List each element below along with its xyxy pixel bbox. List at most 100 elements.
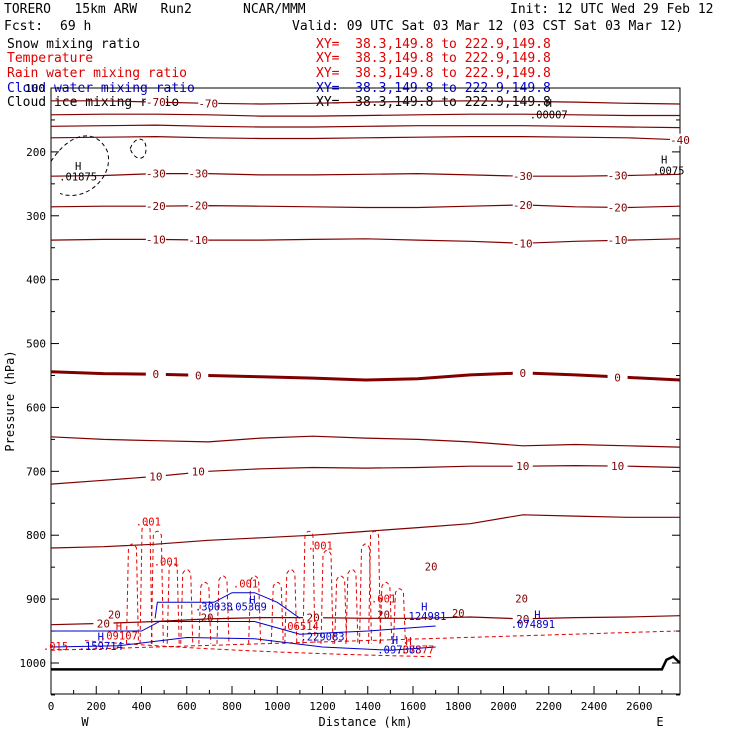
y-tick-label: 700 [26,465,46,478]
legend-xy-cloud-ice: XY= 38.3,149.8 to 222.9,149.8 [316,95,551,110]
rain-water-contour [379,581,393,644]
plot-annotation: .001 [154,556,179,568]
y-axis-title: Pressure (hPa) [3,350,17,451]
rain-water-contour [345,569,359,644]
x-tick-label: 200 [86,700,106,713]
y-tick-label: 300 [26,210,46,223]
rain-water-contour [302,530,316,644]
x-tick-label: 1600 [400,700,427,713]
temperature-contour [50,113,680,117]
snow-mixing-contour-small [129,138,147,159]
plot-annotation: .01875 [59,172,97,184]
plot-annotation: .097388 [377,644,421,656]
snow-mixing-contour [50,135,110,196]
x-tick-label: 1000 [264,700,291,713]
contour-label: -30 [188,168,208,181]
plot-annotation: 20 [201,612,214,624]
plot-annotation: .05369 [229,602,267,614]
rain-water-contour-east [50,630,676,651]
rain-water-contour [284,569,298,644]
plot-annotation: 20 [452,608,465,620]
x-tick-label: 1800 [445,700,472,713]
plot-annotation: 20 [377,609,390,621]
rain-water-contour [320,549,334,644]
temperature-contour [50,464,681,485]
cloud-water-contour [51,620,436,635]
temperature-contour [50,124,681,129]
contour-label-bg [93,617,114,630]
contour-label: 10 [192,465,205,478]
temperature-contour [50,370,681,382]
temperature-contour [50,514,680,549]
contour-label: 10 [149,470,162,483]
plot-annotation: .30038 [195,602,233,614]
y-tick-label: 600 [26,401,46,414]
plot-annotation: .159714 [79,641,123,653]
rain-water-contour [368,530,382,644]
rain-water-contour-low [84,640,432,658]
plot-annotation: .001 [308,540,333,552]
contour-label: -70 [198,97,218,110]
plot-annotation: 20 [425,561,438,573]
contour-label-bg [607,201,628,214]
plot-annotation: H [546,98,552,110]
y-top-tick-label: 100 [25,82,45,95]
contour-label-bg [512,198,533,211]
x-tick-label: 0 [48,700,55,713]
contour-label: -30 [608,170,628,183]
y-tick-label: 800 [26,529,46,542]
rain-water-contour [198,581,212,644]
temperature-contour [50,435,681,448]
contour-label-bg [188,234,209,247]
plot-annotation: .001 [136,517,161,529]
cloud-water-contour-lower [50,636,436,651]
x-tick-label: 2200 [536,700,563,713]
plot-annotation: H [116,621,122,633]
legend-xy-snow: XY= 38.3,149.8 to 222.9,149.8 [316,37,551,52]
west-label: W [81,715,89,729]
plot-annotation: .124981 [402,611,446,623]
rain-water-contour [150,530,164,644]
contour-label-bg [512,612,533,625]
contour-label-bg [188,465,209,478]
contour-label: 10 [516,460,529,473]
rain-water-contour [180,569,194,644]
plot-annotation: H [421,602,427,614]
rain-water-contour [125,543,139,644]
y-tick-label: 1000 [20,657,47,670]
contour-label-bg [145,167,166,180]
rain-water-contour [334,575,348,644]
rain-water-contour [248,575,262,644]
y-tick-label: 200 [26,146,46,159]
x-tick-label: 400 [132,700,152,713]
contour-label-bg [145,470,166,483]
x-tick-label: 800 [222,700,242,713]
contour-label-bg [670,133,690,146]
contour-label: -10 [608,234,628,247]
plot-annotation: .0075 [653,165,685,177]
contour-label-bg [188,199,209,212]
contour-label: -20 [146,200,166,213]
rain-water-contour [166,562,180,644]
contour-label-bg [303,611,324,624]
plot-annotation: .07377 [396,644,434,656]
contour-label: 0 [519,367,526,380]
contour-label-bg [145,200,166,213]
rain-water-contour [139,524,153,644]
contour-label-bg [607,169,628,182]
east-label: E [656,715,663,729]
rain-water-contour [216,575,230,644]
contour-label: -70 [146,96,166,109]
temperature-contour [50,615,681,626]
plot-annotation: H [534,609,540,621]
temperature-contour [50,135,681,141]
contour-label-bg [607,460,628,473]
contour-label: 0 [614,371,621,384]
legend-xy-rain: XY= 38.3,149.8 to 222.9,149.8 [316,66,551,81]
forecast-hour: 69 h [60,19,92,34]
contour-label-bg [145,233,166,246]
contour-label: -20 [608,201,628,214]
legend-label-temperature: Temperature [7,51,94,66]
x-tick-label: 1400 [355,700,382,713]
